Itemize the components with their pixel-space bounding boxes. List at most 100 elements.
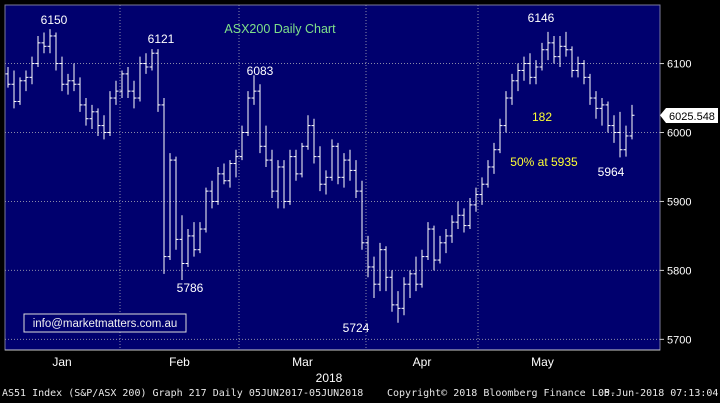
ohlc-bar <box>389 270 395 312</box>
ohlc-bar <box>563 31 569 57</box>
ohlc-bar <box>383 246 389 292</box>
grid-layer <box>5 5 660 350</box>
ohlc-bar <box>101 115 107 140</box>
ohlc-bar <box>569 46 575 78</box>
ohlc-bar <box>473 187 479 212</box>
ohlc-bar <box>449 215 455 243</box>
ohlc-bar <box>89 104 95 130</box>
x-tick-label: Apr <box>413 355 432 369</box>
footer-series-info: AS51 Index (S&P/ASX 200) Graph 217 Daily… <box>2 388 364 399</box>
ohlc-bar <box>179 215 185 281</box>
y-tick-label: 5900 <box>667 196 691 208</box>
ohlc-bar <box>491 142 497 174</box>
ohlc-bar <box>533 60 539 85</box>
ohlc-bar <box>401 277 407 316</box>
ohlc-bar <box>515 63 521 92</box>
annotation-low-5964: 5964 <box>598 165 625 179</box>
ohlc-bar <box>359 180 365 250</box>
ohlc-bar <box>395 291 401 323</box>
ohlc-bar <box>47 29 53 54</box>
ohlc-bar <box>371 256 377 298</box>
ohlc-bar <box>59 56 65 92</box>
ohlc-bar <box>593 91 599 119</box>
ohlc-bar <box>545 31 551 61</box>
x-tick-label: Jan <box>52 355 71 369</box>
ohlc-bar <box>293 149 299 181</box>
ohlc-bar <box>167 153 173 261</box>
ohlc-bar <box>143 53 149 74</box>
ohlc-bar <box>437 235 443 264</box>
ohlc-bar <box>575 56 581 78</box>
ohlc-bar <box>209 180 215 209</box>
ohlc-bar <box>71 63 77 92</box>
annotation-peak-6146: 6146 <box>528 11 555 25</box>
ohlc-bar <box>17 77 23 105</box>
ohlc-bar <box>149 49 155 71</box>
ohlc-bar <box>605 101 611 133</box>
ohlc-bar <box>137 56 143 102</box>
ohlc-bar <box>29 56 35 85</box>
ohlc-bar <box>347 149 353 181</box>
ohlc-bar <box>467 198 473 230</box>
annotation-low-5786: 5786 <box>177 281 204 295</box>
annotation-peak-6150: 6150 <box>41 13 68 27</box>
y-tick-label: 6000 <box>667 128 691 140</box>
ohlc-bar <box>443 229 449 254</box>
ohlc-bar <box>497 118 503 154</box>
ohlc-bar <box>185 229 191 267</box>
ohlc-bar <box>329 139 335 181</box>
ohlc-bar <box>65 73 71 95</box>
ohlc-bar <box>299 142 305 178</box>
ohlc-bar <box>77 77 83 112</box>
ohlc-bar <box>341 153 347 188</box>
ohlc-bar <box>83 98 89 126</box>
ohlc-bar <box>335 142 341 185</box>
ohlc-bar <box>155 49 161 112</box>
x-tick-label: Feb <box>169 355 190 369</box>
y-tick-label: 5800 <box>667 265 691 277</box>
ohlc-bar <box>461 208 467 233</box>
ohlc-bar <box>557 35 563 67</box>
year-label: 2018 <box>316 371 343 385</box>
annotation-peak-6083: 6083 <box>247 64 274 78</box>
ohlc-bar <box>425 222 431 261</box>
annotation-range-points: 182 <box>532 110 552 124</box>
watermark-text: info@marketmatters.com.au <box>33 318 178 330</box>
footer-copyright: Copyright© 2018 Bloomberg Finance L.P. <box>387 388 616 399</box>
ohlc-bar <box>5 66 11 88</box>
price-bars <box>5 29 635 323</box>
ohlc-bar <box>281 160 287 209</box>
ohlc-bar <box>629 104 635 140</box>
y-tick-label: 5700 <box>667 334 691 346</box>
ohlc-bar <box>35 35 41 67</box>
ohlc-bar <box>527 53 533 85</box>
ohlc-bar <box>233 149 239 178</box>
ohlc-bar <box>257 84 263 154</box>
ohlc-bar <box>23 70 29 92</box>
ohlc-bar <box>365 235 371 278</box>
y-tick-label: 6100 <box>667 59 691 71</box>
ohlc-bar <box>611 115 617 143</box>
ohlc-bar <box>287 149 293 205</box>
ohlc-bar <box>239 125 245 161</box>
chart-footer: AS51 Index (S&P/ASX 200) Graph 217 Daily… <box>0 386 720 403</box>
annotation-low-5724: 5724 <box>343 321 370 335</box>
ohlc-bar <box>203 187 209 233</box>
ohlc-bar <box>455 201 461 230</box>
chart-title: ASX200 Daily Chart <box>224 22 336 36</box>
ohlc-bar <box>191 222 197 257</box>
footer-timestamp: 05-Jun-2018 07:13:04 <box>598 388 719 399</box>
ohlc-bar <box>245 91 251 136</box>
ohlc-bar <box>113 80 119 105</box>
last-price-label: 6025.548 <box>669 111 715 123</box>
ohlc-bar <box>353 160 359 199</box>
ohlc-bar <box>107 91 113 136</box>
ohlc-bar <box>119 70 125 99</box>
ohlc-bar <box>125 66 131 99</box>
ohlc-bar <box>413 256 419 292</box>
watermark-box <box>23 313 187 333</box>
ohlc-bar <box>161 98 167 274</box>
ohlc-bar <box>419 249 425 288</box>
x-tick-label: May <box>531 355 554 369</box>
